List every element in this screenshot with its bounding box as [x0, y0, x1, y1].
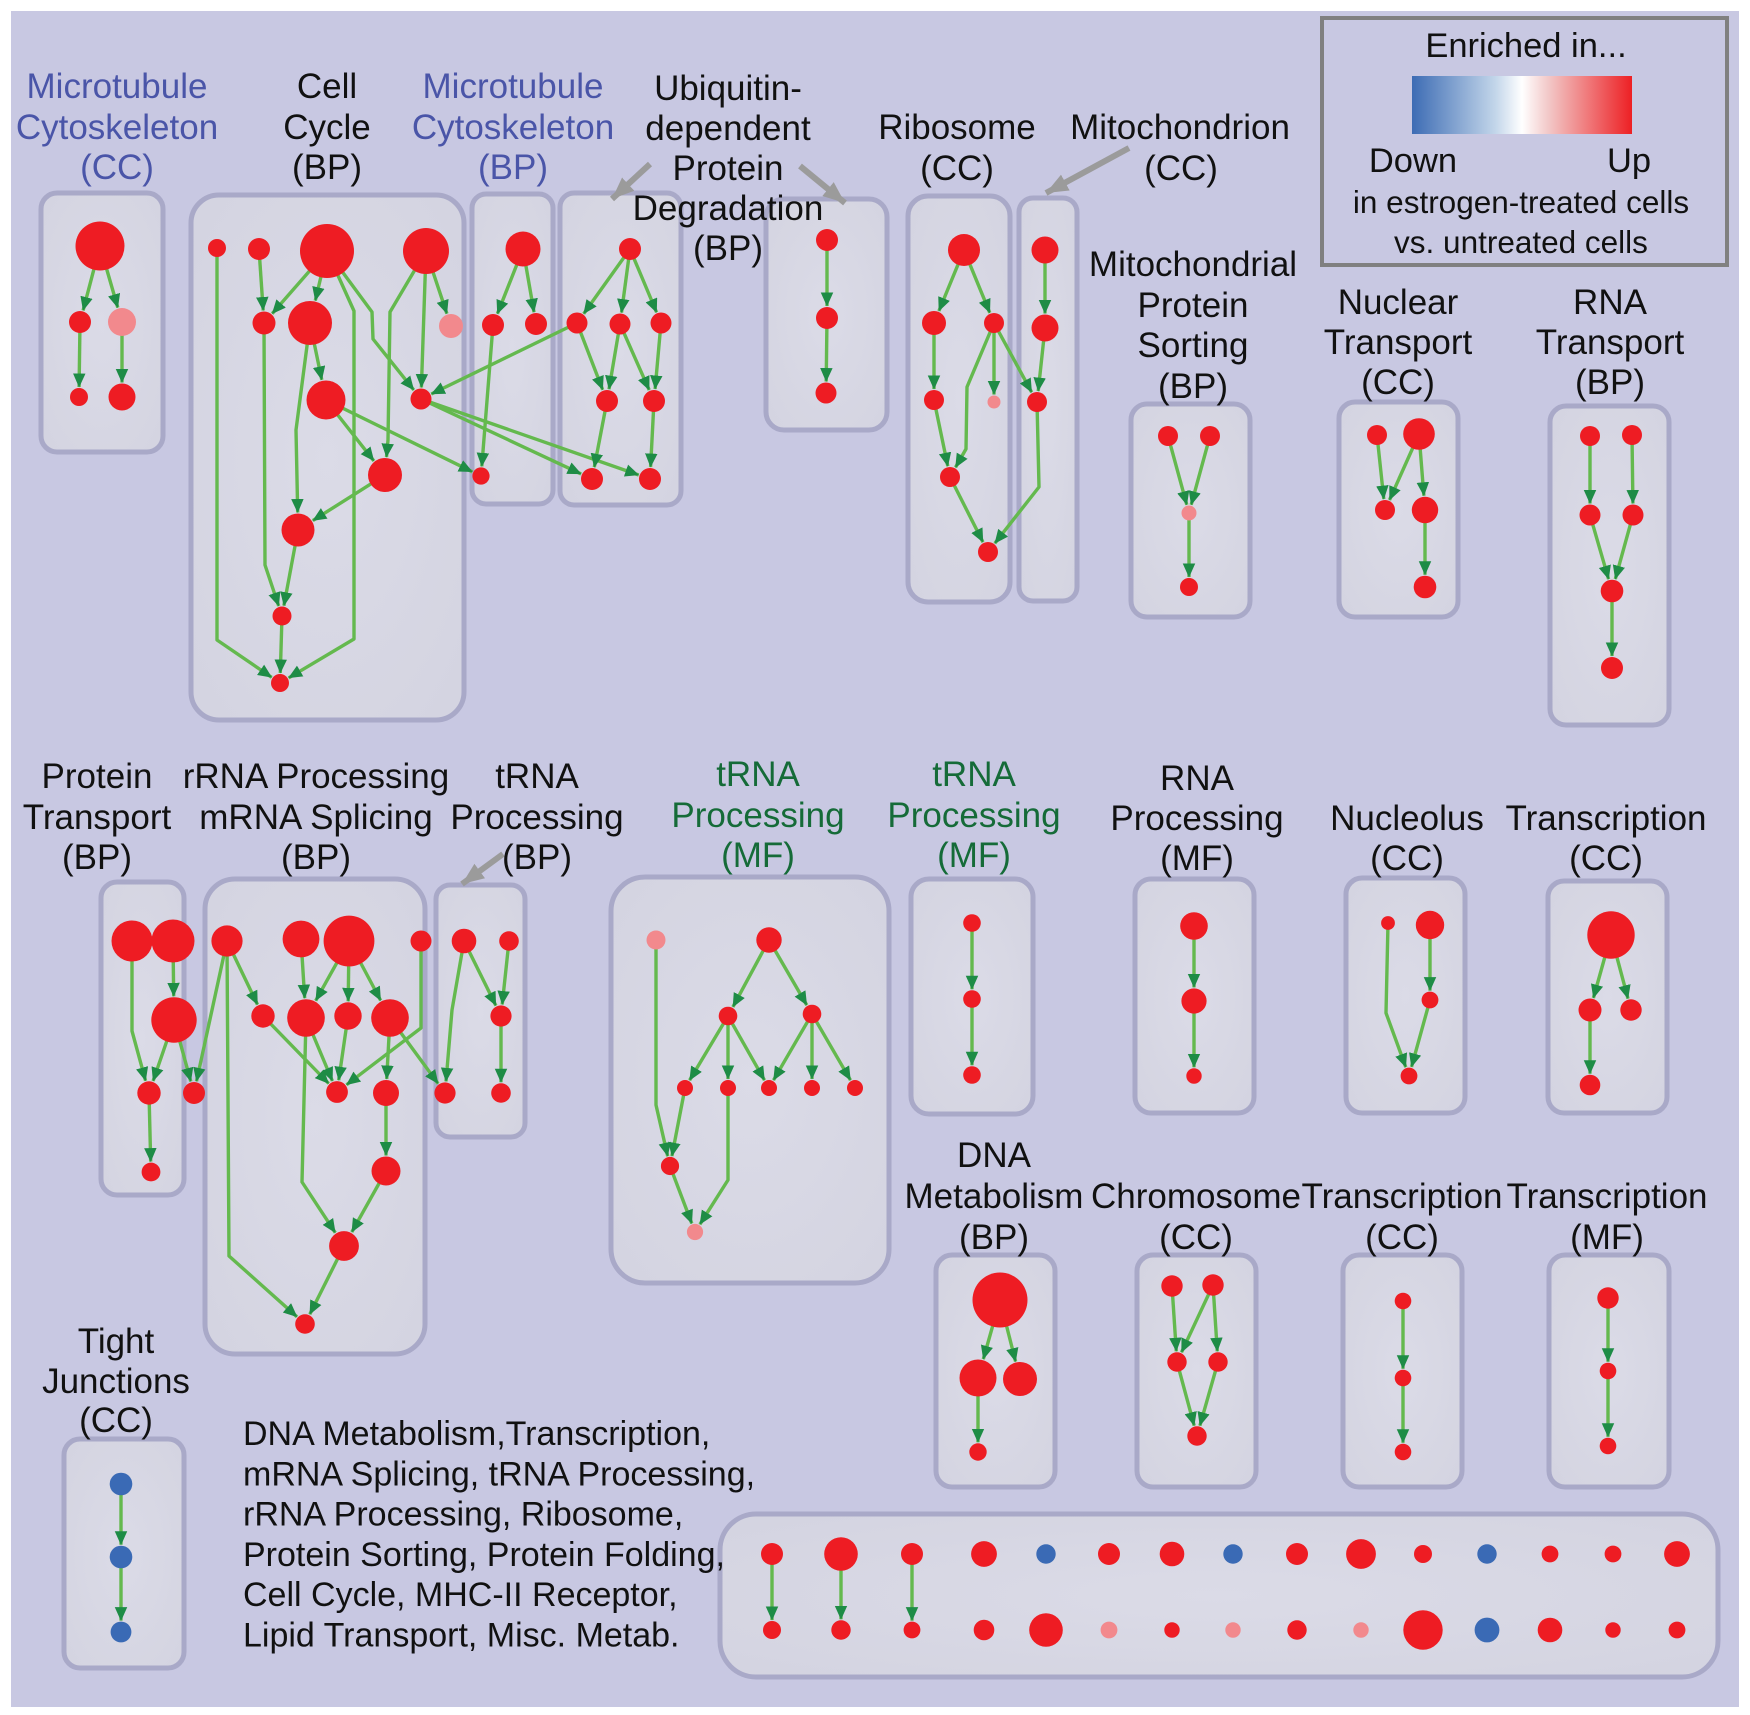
svg-text:Transport: Transport: [1324, 323, 1473, 362]
svg-text:Tight: Tight: [78, 1322, 155, 1361]
svg-text:(MF): (MF): [1570, 1218, 1644, 1257]
svg-text:(BP): (BP): [502, 838, 572, 877]
svg-text:Ubiquitin-: Ubiquitin-: [654, 69, 802, 108]
svg-text:tRNA: tRNA: [495, 757, 579, 796]
svg-text:(BP): (BP): [281, 838, 351, 877]
svg-text:Transcription: Transcription: [1507, 1177, 1708, 1216]
svg-text:Processing: Processing: [887, 796, 1060, 835]
svg-text:(CC): (CC): [1159, 1218, 1233, 1257]
svg-text:rRNA Processing: rRNA Processing: [183, 757, 449, 796]
svg-text:RNA: RNA: [1573, 283, 1648, 322]
svg-text:Metabolism: Metabolism: [905, 1177, 1084, 1216]
svg-text:(MF): (MF): [721, 836, 795, 875]
svg-text:(CC): (CC): [1569, 839, 1643, 878]
svg-text:Lipid Transport, Misc. Metab.: Lipid Transport, Misc. Metab.: [243, 1617, 680, 1655]
svg-text:Cycle: Cycle: [283, 108, 371, 147]
svg-text:(CC): (CC): [79, 1401, 153, 1440]
svg-text:tRNA: tRNA: [932, 755, 1016, 794]
svg-text:vs. untreated cells: vs. untreated cells: [1394, 224, 1648, 260]
svg-text:Cytoskeleton: Cytoskeleton: [412, 108, 614, 147]
svg-text:Microtubule: Microtubule: [27, 67, 208, 106]
svg-text:RNA: RNA: [1160, 759, 1235, 798]
svg-text:Nuclear: Nuclear: [1338, 283, 1459, 322]
svg-text:Protein: Protein: [673, 149, 784, 188]
svg-text:Processing: Processing: [1110, 799, 1283, 838]
svg-text:(BP): (BP): [62, 838, 132, 877]
svg-text:DNA Metabolism,Transcription,: DNA Metabolism,Transcription,: [243, 1415, 710, 1453]
svg-text:rRNA Processing, Ribosome,: rRNA Processing, Ribosome,: [243, 1496, 683, 1534]
svg-text:Mitochondrial: Mitochondrial: [1089, 245, 1297, 284]
svg-text:Processing: Processing: [450, 798, 623, 837]
svg-text:mRNA Splicing, tRNA Processing: mRNA Splicing, tRNA Processing,: [243, 1455, 755, 1493]
svg-text:mRNA Splicing: mRNA Splicing: [199, 798, 432, 837]
svg-text:Processing: Processing: [671, 796, 844, 835]
svg-text:Up: Up: [1607, 142, 1651, 180]
svg-text:Ribosome: Ribosome: [878, 108, 1036, 147]
svg-text:Enriched in...: Enriched in...: [1425, 27, 1626, 65]
svg-text:Microtubule: Microtubule: [423, 67, 604, 106]
svg-text:Protein: Protein: [1138, 286, 1249, 325]
svg-text:(BP): (BP): [292, 148, 362, 187]
svg-text:(BP): (BP): [693, 229, 763, 268]
svg-text:(CC): (CC): [920, 149, 994, 188]
svg-text:Transcription: Transcription: [1302, 1177, 1503, 1216]
svg-text:Protein Sorting, Protein Foldi: Protein Sorting, Protein Folding,: [243, 1536, 725, 1574]
svg-text:Transport: Transport: [1536, 323, 1685, 362]
svg-text:Mitochondrion: Mitochondrion: [1070, 108, 1290, 147]
svg-text:(CC): (CC): [1370, 839, 1444, 878]
svg-text:Down: Down: [1369, 142, 1457, 180]
svg-text:in estrogen-treated cells: in estrogen-treated cells: [1353, 184, 1689, 220]
svg-text:(MF): (MF): [937, 836, 1011, 875]
svg-text:Degradation: Degradation: [633, 189, 824, 228]
svg-text:Cytoskeleton: Cytoskeleton: [16, 108, 218, 147]
svg-text:Transcription: Transcription: [1506, 799, 1707, 838]
svg-text:(BP): (BP): [1575, 363, 1645, 402]
svg-text:Nucleolus: Nucleolus: [1330, 799, 1484, 838]
svg-text:(MF): (MF): [1160, 839, 1234, 878]
svg-text:(CC): (CC): [1144, 149, 1218, 188]
svg-text:tRNA: tRNA: [716, 755, 800, 794]
svg-text:(CC): (CC): [1365, 1218, 1439, 1257]
svg-text:Protein: Protein: [42, 757, 153, 796]
svg-text:(BP): (BP): [478, 148, 548, 187]
svg-text:Cell: Cell: [297, 67, 357, 106]
svg-text:(BP): (BP): [959, 1218, 1029, 1257]
svg-text:Junctions: Junctions: [42, 1362, 190, 1401]
svg-text:dependent: dependent: [645, 109, 811, 148]
svg-text:(CC): (CC): [80, 148, 154, 187]
svg-text:(CC): (CC): [1361, 363, 1435, 402]
svg-text:Transport: Transport: [23, 798, 172, 837]
svg-text:DNA: DNA: [957, 1136, 1032, 1175]
svg-text:Sorting: Sorting: [1138, 326, 1249, 365]
svg-text:(BP): (BP): [1158, 367, 1228, 406]
svg-text:Cell Cycle, MHC-II Receptor,: Cell Cycle, MHC-II Receptor,: [243, 1576, 678, 1614]
svg-text:Chromosome: Chromosome: [1091, 1177, 1301, 1216]
